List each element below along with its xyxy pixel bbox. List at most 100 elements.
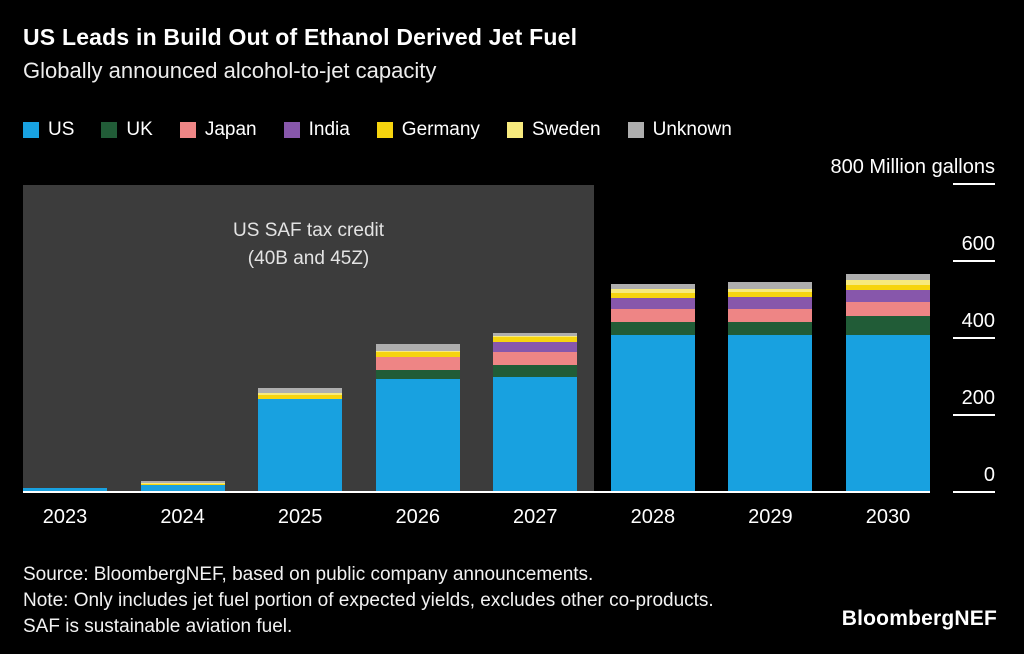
bar-segment-us — [258, 398, 343, 491]
annotation-line: US SAF tax credit — [233, 220, 385, 241]
bar-segment-sweden — [140, 482, 225, 484]
bar-segment-uk — [610, 322, 695, 336]
legend-item-india: India — [283, 119, 350, 141]
bar-segment-us — [728, 335, 813, 491]
legend-swatch — [627, 122, 644, 138]
bar-segment-unknown — [375, 343, 460, 351]
bar-segment-india — [728, 296, 813, 310]
y-axis-tick: 200 — [953, 387, 995, 416]
bar-segment-germany — [140, 483, 225, 486]
bar-segment-japan — [846, 301, 930, 316]
chart-subtitle: Globally announced alcohol-to-jet capaci… — [23, 58, 437, 83]
legend-label: US — [48, 119, 75, 140]
note-text: Note: Only includes jet fuel portion of … — [23, 590, 714, 637]
bar-segment-japan — [728, 309, 813, 323]
y-axis-tick-mark — [953, 337, 995, 339]
bar-segment-germany — [493, 337, 578, 343]
legend-item-germany: Germany — [376, 119, 480, 141]
bar-segment-us — [23, 487, 107, 491]
plot-area: US SAF tax credit (40B and 45Z) — [23, 185, 930, 493]
y-axis-tick-label: 600 — [961, 233, 995, 255]
bar-segment-unknown — [728, 282, 813, 289]
bar-segment-sweden — [728, 288, 813, 293]
bar-segment-japan — [375, 357, 460, 370]
y-axis-tick: 800 Million gallons — [830, 156, 995, 185]
y-axis-tick-label: 400 — [961, 310, 995, 332]
bar-segment-germany — [846, 285, 930, 290]
bar-segment-us — [493, 377, 578, 491]
bar-segment-us — [140, 485, 225, 491]
bar-segment-india — [610, 297, 695, 310]
bloombergnef-logo: BloombergNEF — [841, 607, 997, 630]
bar-group-2027 — [493, 332, 578, 491]
y-axis-tick: 600 — [953, 233, 995, 262]
bar-group-2024 — [140, 481, 225, 491]
y-axis-tick-label: 0 — [983, 464, 995, 486]
x-axis-label: 2026 — [395, 506, 440, 528]
bar-segment-uk — [846, 315, 930, 336]
x-axis-line — [23, 491, 930, 493]
bar-segment-japan — [493, 352, 578, 365]
bar-segment-sweden — [610, 289, 695, 294]
legend-label: Japan — [204, 119, 257, 140]
legend-item-japan: Japan — [179, 119, 257, 141]
bar-segment-us — [610, 335, 695, 491]
bar-segment-unknown — [846, 273, 930, 281]
legend-item-us: US — [23, 119, 74, 141]
legend-swatch — [506, 122, 523, 138]
bar-segment-sweden — [493, 335, 578, 338]
legend: US UK Japan India Germany Sweden Unknown — [23, 119, 732, 141]
bar-segment-us — [375, 379, 460, 491]
legend-label: India — [308, 119, 350, 140]
bar-segment-germany — [728, 292, 813, 297]
bar-group-2023 — [23, 487, 107, 491]
legend-label: Germany — [401, 119, 480, 140]
bar-segment-sweden — [375, 350, 460, 353]
legend-swatch — [283, 122, 300, 138]
footer: Source: BloombergNEF, based on public co… — [23, 562, 735, 640]
x-axis-label: 2023 — [42, 506, 88, 528]
bar-segment-us — [846, 335, 930, 491]
legend-swatch — [101, 122, 118, 138]
bar-group-2028 — [610, 283, 695, 491]
bar-segment-uk — [728, 322, 813, 336]
bar-segment-japan — [610, 309, 695, 323]
y-axis-tick: 400 — [953, 310, 995, 339]
x-axis-label: 2024 — [160, 506, 205, 528]
bar-segment-unknown — [140, 481, 225, 483]
bar-segment-india — [846, 289, 930, 302]
annotation: US SAF tax credit (40B and 45Z) — [23, 217, 594, 272]
bar-segment-germany — [375, 352, 460, 358]
bar-segment-uk — [493, 364, 578, 378]
bar-segment-uk — [375, 369, 460, 380]
bar-group-2026 — [375, 343, 460, 491]
bar-segment-sweden — [258, 393, 343, 395]
bar-segment-unknown — [493, 332, 578, 336]
source-text: Source: BloombergNEF, based on public co… — [23, 564, 594, 585]
y-axis-tick-mark — [953, 414, 995, 416]
x-axis-label: 2027 — [513, 506, 558, 528]
legend-label: UK — [126, 119, 153, 140]
bar-segment-unknown — [258, 387, 343, 394]
legend-item-sweden: Sweden — [506, 119, 601, 141]
bar-group-2030 — [846, 273, 930, 491]
bar-segment-india — [493, 342, 578, 353]
bar-segment-sweden — [846, 280, 930, 286]
y-axis-tick-mark — [953, 260, 995, 262]
x-axis-label: 2029 — [748, 506, 793, 528]
y-axis-tick-label: 800 Million gallons — [830, 156, 995, 178]
legend-swatch — [179, 122, 196, 138]
bar-segment-germany — [610, 293, 695, 298]
x-axis-label: 2030 — [865, 506, 911, 528]
chart-title: US Leads in Build Out of Ethanol Derived… — [23, 24, 578, 50]
bar-segment-unknown — [610, 283, 695, 290]
legend-swatch — [376, 122, 393, 138]
x-axis-label: 2028 — [630, 506, 676, 528]
legend-label: Unknown — [652, 119, 732, 140]
legend-item-uk: UK — [101, 119, 153, 141]
legend-item-unknown: Unknown — [627, 119, 732, 141]
bar-segment-germany — [258, 394, 343, 399]
annotation-line: (40B and 45Z) — [247, 247, 370, 269]
y-axis-tick-mark — [953, 491, 995, 493]
y-axis-tick-mark — [953, 183, 995, 185]
